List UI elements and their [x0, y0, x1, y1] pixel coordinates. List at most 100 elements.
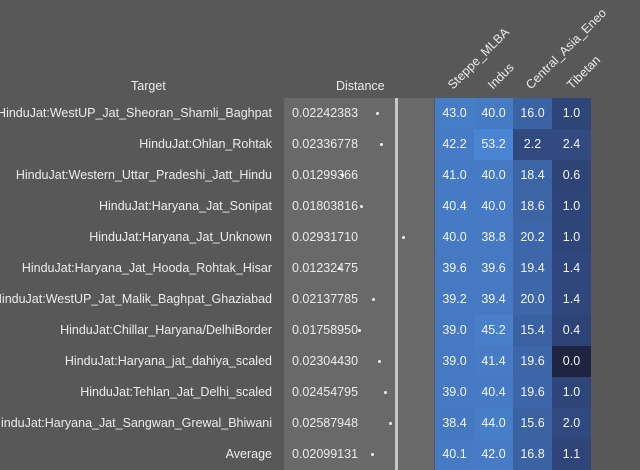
distance-value: 0.02454795 — [292, 385, 359, 399]
distance-column-bg — [284, 98, 434, 470]
cell-tibetan: 0.6 — [552, 160, 591, 191]
cell-tibetan: 1.4 — [552, 253, 591, 284]
distance-dot — [379, 143, 383, 146]
cell-tibetan: 0.0 — [552, 346, 591, 377]
distance-dot — [370, 453, 374, 456]
cell-tibetan: 2.4 — [552, 129, 591, 160]
distance-value: 0.01232475 — [292, 261, 359, 275]
target-label: HinduJat:WestUP_Jat_Sheoran_Shamli_Baghp… — [0, 106, 272, 120]
target-label: HinduJat:WestUP_Jat_Malik_Baghpat_Ghazia… — [0, 292, 272, 306]
cell-indus: 45.2 — [474, 315, 513, 346]
cell-tibetan: 1.4 — [552, 284, 591, 315]
distance-value: 0.02242383 — [292, 106, 359, 120]
cell-steppe-mlba: 42.2 — [435, 129, 474, 160]
cell-tibetan: 1.0 — [552, 191, 591, 222]
table-row: HinduJat:Haryana_Jat_Sangwan_Grewal_Bhiw… — [0, 408, 640, 439]
cell-central-asia-eneo: 20.2 — [513, 222, 552, 253]
cell-central-asia-eneo: 19.6 — [513, 377, 552, 408]
cell-steppe-mlba: 38.4 — [435, 408, 474, 439]
target-label: HinduJat:Haryana_Jat_Sonipat — [98, 199, 272, 213]
cell-tibetan: 2.0 — [552, 408, 591, 439]
distance-dot — [340, 174, 344, 177]
distance-value: 0.02099131 — [292, 447, 359, 461]
target-label: HinduJat:Haryana_Jat_Hooda_Rohtak_Hisar — [21, 261, 272, 275]
col-header-indus: Indus — [485, 60, 517, 92]
cell-tibetan: 1.0 — [552, 377, 591, 408]
cell-central-asia-eneo: 18.6 — [513, 191, 552, 222]
table-row: Average 0.02099131 40.1 42.0 16.8 1.1 — [0, 439, 640, 470]
col-header-tibetan: Tibetan — [564, 52, 604, 92]
cell-central-asia-eneo: 2.2 — [513, 129, 552, 160]
distance-header: Distance — [336, 79, 385, 93]
cell-tibetan: 1.0 — [552, 222, 591, 253]
cell-indus: 40.0 — [474, 98, 513, 129]
table-row: HinduJat:Chillar_Haryana/DelhiBorder 0.01… — [0, 315, 640, 346]
cell-indus: 40.0 — [474, 191, 513, 222]
distance-dot — [378, 360, 382, 363]
target-label: HinduJat:Ohlan_Rohtak — [139, 137, 272, 151]
table-row: HinduJat:WestUP_Jat_Sheoran_Shamli_Baghp… — [0, 98, 640, 129]
cell-tibetan: 1.1 — [552, 439, 591, 470]
cell-steppe-mlba: 40.0 — [435, 222, 474, 253]
cell-indus: 42.0 — [474, 439, 513, 470]
target-header: Target — [131, 79, 166, 93]
target-label: HinduJat:Haryana_Jat_Unknown — [89, 230, 272, 244]
distance-value: 0.02336778 — [292, 137, 359, 151]
cell-steppe-mlba: 43.0 — [435, 98, 474, 129]
distance-dot — [372, 298, 376, 301]
cell-indus: 53.2 — [474, 129, 513, 160]
cell-steppe-mlba: 39.0 — [435, 346, 474, 377]
cell-tibetan: 0.4 — [552, 315, 591, 346]
cell-steppe-mlba: 40.1 — [435, 439, 474, 470]
distance-dot — [338, 267, 342, 270]
cell-central-asia-eneo: 16.8 — [513, 439, 552, 470]
table-row: HinduJat:Haryana_Jat_Unknown 0.02931710 40… — [0, 222, 640, 253]
target-label: HinduJat:Western_Uttar_Pradeshi_Jatt_Hin… — [15, 168, 272, 182]
cell-steppe-mlba: 39.6 — [435, 253, 474, 284]
cell-steppe-mlba: 39.0 — [435, 315, 474, 346]
table-row: HinduJat:Ohlan_Rohtak 0.02336778 42.2 53.2 2… — [0, 129, 640, 160]
distance-value: 0.02304430 — [292, 354, 359, 368]
cell-indus: 39.6 — [474, 253, 513, 284]
cell-indus: 40.0 — [474, 160, 513, 191]
distance-dot — [357, 329, 361, 332]
cell-steppe-mlba: 39.0 — [435, 377, 474, 408]
cell-indus: 41.4 — [474, 346, 513, 377]
cell-steppe-mlba: 39.2 — [435, 284, 474, 315]
table-row: HinduJat:Haryana_Jat_Hooda_Rohtak_Hisar 0… — [0, 253, 640, 284]
distance-value: 0.01299366 — [292, 168, 359, 182]
target-label: HinduJat:Haryana_Jat_Sangwan_Grewal_Bhiw… — [0, 416, 272, 430]
target-label: HinduJat:Haryana_jat_dahiya_scaled — [64, 354, 272, 368]
distance-value: 0.02137785 — [292, 292, 359, 306]
distance-value: 0.01803816 — [292, 199, 359, 213]
cell-central-asia-eneo: 19.4 — [513, 253, 552, 284]
table-row: HinduJat:Haryana_jat_dahiya_scaled 0.0230… — [0, 346, 640, 377]
cell-central-asia-eneo: 15.6 — [513, 408, 552, 439]
cell-central-asia-eneo: 18.4 — [513, 160, 552, 191]
table-row: HinduJat:Tehlan_Jat_Delhi_scaled 0.024547… — [0, 377, 640, 408]
target-label: HinduJat:Tehlan_Jat_Delhi_scaled — [80, 385, 272, 399]
table-row: HinduJat:Haryana_Jat_Sonipat 0.01803816 40… — [0, 191, 640, 222]
distance-value: 0.02931710 — [292, 230, 359, 244]
cell-indus: 39.4 — [474, 284, 513, 315]
cell-indus: 40.4 — [474, 377, 513, 408]
target-label: HinduJat:Chillar_Haryana/DelhiBorder — [60, 323, 272, 337]
distance-dot — [384, 391, 388, 394]
cell-steppe-mlba: 41.0 — [435, 160, 474, 191]
table-row: HinduJat:Western_Uttar_Pradeshi_Jatt_Hin… — [0, 160, 640, 191]
cell-indus: 38.8 — [474, 222, 513, 253]
distance-value: 0.02587948 — [292, 416, 359, 430]
cell-steppe-mlba: 40.4 — [435, 191, 474, 222]
distance-dot — [401, 236, 405, 239]
cell-tibetan: 1.0 — [552, 98, 591, 129]
distance-dot — [359, 205, 363, 208]
distance-reference-line — [395, 98, 398, 470]
table-row: HinduJat:WestUP_Jat_Malik_Baghpat_Ghazia… — [0, 284, 640, 315]
cell-indus: 44.0 — [474, 408, 513, 439]
distance-value: 0.01758950 — [292, 323, 359, 337]
distance-dot — [389, 422, 393, 425]
cell-central-asia-eneo: 19.6 — [513, 346, 552, 377]
target-label: Average — [225, 447, 272, 461]
cell-central-asia-eneo: 15.4 — [513, 315, 552, 346]
